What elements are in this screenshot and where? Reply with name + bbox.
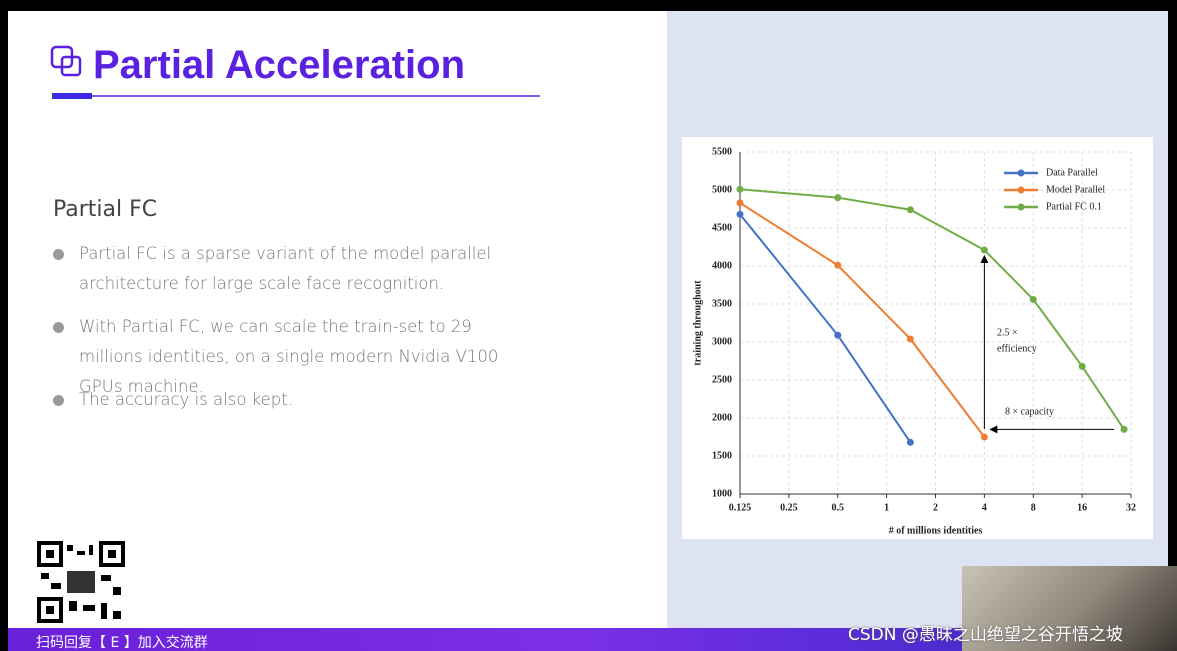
point [980,433,988,441]
series-line [739,202,986,438]
webcam [962,566,1177,651]
point [736,210,744,218]
title-icon [50,45,82,77]
point [834,261,842,269]
point [834,331,842,339]
legend-label: Data Parallel [1046,167,1098,178]
y-tick-label: 4000 [712,260,732,271]
x-tick-label: 8 [1031,502,1036,513]
slide-title: Partial Acceleration [93,43,466,87]
legend-marker [1017,186,1025,194]
y-tick-label: 3500 [712,298,732,309]
y-axis-label: training throughout [692,280,703,366]
x-tick-label: 2 [933,502,938,513]
y-tick-label: 5500 [712,146,732,157]
x-tick-label: 0.25 [780,502,798,513]
watermark: CSDN @愚昧之山绝望之谷开悟之坡 [848,625,1123,645]
slide: Partial Acceleration Partial FC Partial … [8,11,667,628]
series-line [739,188,1125,430]
annotation: 2.5 × [997,327,1018,338]
series-line [739,213,912,443]
x-tick-label: 0.125 [729,502,752,513]
bullet-dot [53,322,64,333]
y-tick-label: 3000 [712,336,732,347]
point [980,246,988,254]
title-underline [52,93,540,99]
legend-marker [1017,169,1025,177]
x-tick-label: 0.5 [832,502,845,513]
y-tick-label: 1500 [712,450,732,461]
x-tick-label: 16 [1077,502,1087,513]
point [1120,425,1128,433]
y-tick-label: 1000 [712,488,732,499]
point [1029,295,1037,303]
x-tick-label: 32 [1126,502,1136,513]
y-tick-label: 5000 [712,184,732,195]
x-tick-label: 4 [982,502,987,513]
point [834,194,842,202]
bullet-dot [53,395,64,406]
legend-label: Model Parallel [1046,184,1105,195]
banner: 扫码回复【 E 】加入交流群 [8,628,962,651]
legend-marker [1017,203,1025,211]
y-tick-label: 2000 [712,412,732,423]
x-axis-label: # of millions identities [889,525,983,536]
point [736,185,744,193]
heading: Partial FC [53,197,158,222]
x-tick-label: 1 [884,502,889,513]
y-tick-label: 4500 [712,222,732,233]
point [736,199,744,207]
point [906,206,914,214]
qr-code [37,541,125,623]
bullet: With Partial FC, we can scale the train-… [79,317,499,396]
bullet-dot [53,249,64,260]
bullet: The accuracy is also kept. [79,390,293,409]
bullet: Partial FC is a sparse variant of the mo… [79,244,492,293]
y-tick-label: 2500 [712,374,732,385]
legend-label: Partial FC 0.1 [1046,201,1102,212]
annotation: 8 × capacity [1005,406,1054,417]
point [906,438,914,446]
point [1078,362,1086,370]
chart: 1000 1500 2000 2500 3000 3500 4000 4500 5000 5500… [682,137,1153,539]
point [906,335,914,343]
annotation: efficiency [997,343,1037,354]
